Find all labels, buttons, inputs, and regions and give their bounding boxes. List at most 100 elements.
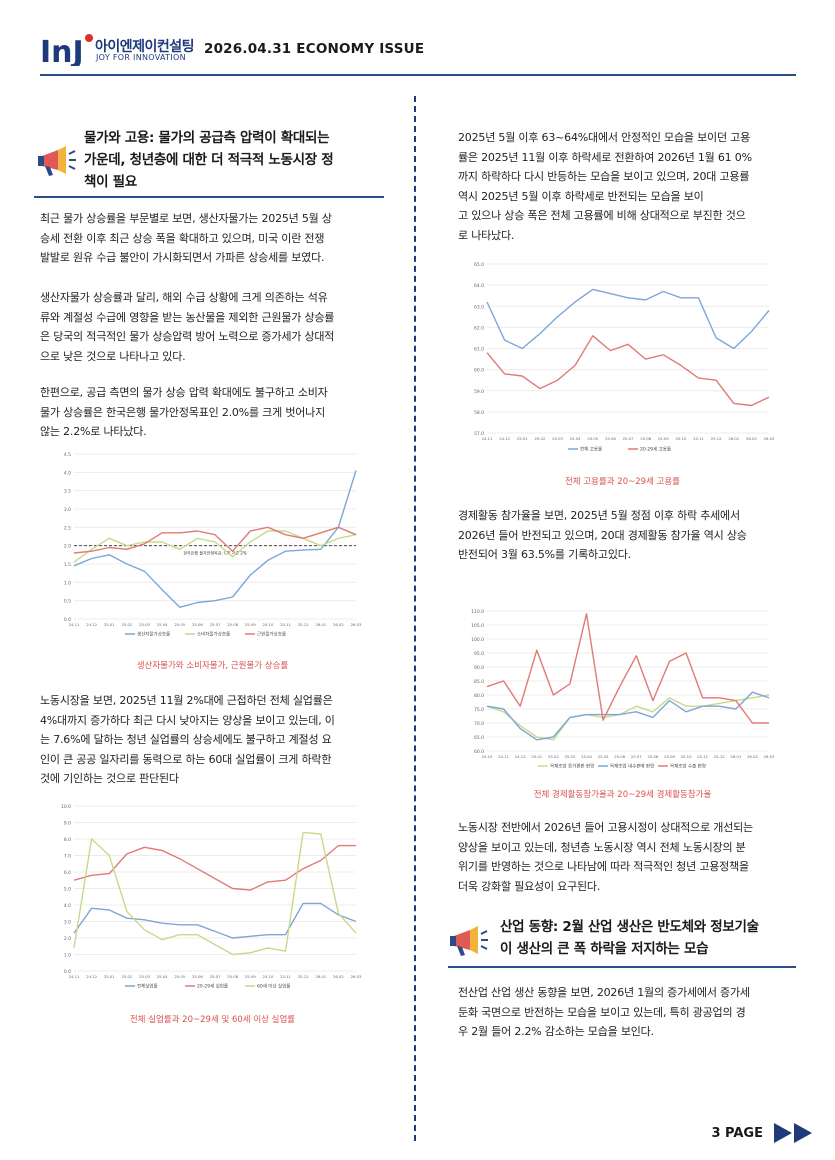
x-tick-label: 24.11: [498, 754, 509, 759]
x-tick-label: 25.12: [298, 622, 309, 627]
x-tick-label: 26.02: [333, 974, 344, 979]
x-tick-label: 25.11: [693, 436, 704, 441]
text-line: 발발로 원유 수급 불안이 가시화되면서 가파른 상승세를 보였다.: [40, 251, 325, 264]
text-line: 최근 물가 상승률을 부문별로 보면, 생산자물가는 2025년 5월 상: [40, 212, 332, 225]
x-tick-label: 25.05: [587, 436, 598, 441]
x-tick-label: 25.01: [104, 974, 115, 979]
section-title-line: 이 생산의 큰 폭 하락을 저지하는 모습: [500, 941, 709, 957]
chart-employment: 57.0 58.0 59.0 60.0 61.0 62.0 63.0 64.0 65.0 24.1…: [465, 258, 775, 463]
logo-korean-name: 아이엔제이컨설팅: [95, 39, 195, 55]
y-tick-label: 1.0: [64, 953, 71, 959]
y-tick-label: 100.0: [471, 637, 484, 643]
legend-label: 60세 이상 실업률: [257, 983, 290, 990]
megaphone-icon: [36, 140, 78, 182]
text-line: 반전되어 3월 63.5%를 기록하고있다.: [458, 548, 631, 561]
y-tick-label: 85.0: [474, 679, 484, 685]
legend-label: 소비자물가상승률: [197, 631, 230, 638]
chart-inflation: 0.0 0.5 1.0 1.5 2.0 2.5 3.0 3.5 4.0 4.5 24.11 24.12…: [52, 448, 362, 643]
text-line: 률은 2025년 11월 이후 하락세로 전환하여 2026년 1월 61 0%: [458, 150, 752, 164]
section-divider: [448, 966, 796, 968]
text-line: 2026년 들어 반전되고 있으며, 20대 경제활동 참가율 역시 상승: [458, 528, 747, 542]
y-tick-label: 62.0: [474, 325, 484, 331]
text-line: 승세 전환 이후 최근 상승 폭을 확대하고 있으며, 미국 이란 전쟁: [40, 231, 325, 245]
series-line: [73, 526, 357, 554]
text-line: 인이 큰 공공 일자리를 동력으로 하는 60대 실업률이 크게 하락한: [40, 752, 332, 766]
paragraph-employment-rate: 2025년 5월 이후 63~64%대에서 안정적인 모습을 보이던 고용 률은…: [458, 128, 803, 245]
logo-mark-text: InJ: [40, 35, 84, 66]
x-tick-label: 26.02: [746, 436, 757, 441]
x-tick-label: 25.02: [121, 622, 132, 627]
y-tick-label: 61.0: [474, 347, 484, 353]
x-tick-label: 25.12: [711, 436, 722, 441]
y-tick-label: 1.5: [64, 562, 71, 568]
x-tick-label: 24.12: [86, 622, 97, 627]
x-tick-label: 25.06: [192, 622, 203, 627]
caption-employment-chart: 전체 고용률과 20~29세 고용률: [564, 477, 681, 487]
series-line: [486, 335, 770, 407]
x-tick-label: 25.11: [280, 974, 291, 979]
series-line: [486, 288, 770, 350]
section-title-prices-employment: 물가와 고용: 물가의 공급측 압력이 확대되는 가운데, 청년층에 대한 더 …: [84, 127, 384, 193]
y-tick-label: 3.0: [64, 507, 71, 513]
x-tick-label: 25.02: [548, 754, 559, 759]
megaphone-icon: [448, 920, 490, 962]
y-tick-label: 6.0: [64, 870, 71, 876]
x-tick-label: 25.03: [565, 754, 576, 759]
paragraph-labor-market: 노동시장을 보면, 2025년 11월 2%대에 근접하던 전체 실업률은 4%…: [40, 691, 385, 789]
x-tick-label: 26.01: [730, 754, 741, 759]
x-tick-label: 25.10: [675, 436, 686, 441]
legend-label: 목재조업 증가편판 판량: [550, 763, 594, 770]
x-tick-label: 24.10: [482, 754, 493, 759]
page-number: 3 PAGE: [711, 1126, 763, 1141]
y-tick-label: 65.0: [474, 262, 484, 268]
x-tick-label: 25.03: [139, 974, 150, 979]
section-title-line: 책이 필요: [84, 174, 137, 190]
x-tick-label: 26.03: [351, 974, 362, 979]
text-line: 생산자물가 상승률과 달리, 해외 수급 상황에 크게 의존하는 석유: [40, 291, 328, 304]
series-line: [486, 694, 770, 741]
chart-participation: 60.0 65.0 70.0 75.0 80.0 85.0 90.0 95.0 100.0 105…: [465, 605, 775, 775]
series-line: [486, 613, 769, 724]
text-line: 것에 기인하는 것으로 판단된다: [40, 772, 179, 785]
legend-label: 전체 고용률: [580, 446, 602, 453]
x-tick-label: 25.04: [157, 622, 168, 627]
issue-title: 2026.04.31 ECONOMY ISSUE: [204, 41, 425, 57]
text-line: 양상을 보이고 있는데, 청년층 노동시장 역시 전체 노동시장의 분: [458, 840, 746, 854]
x-tick-label: 25.08: [227, 622, 238, 627]
chart-unemployment-svg: 0.0 1.0 2.0 3.0 4.0 5.0 6.0 7.0 8.0 9.0 10.0 24.11 2…: [61, 804, 362, 990]
y-tick-label: 10.0: [61, 804, 71, 810]
text-line: 로 나타났다.: [458, 228, 515, 242]
y-tick-label: 80.0: [474, 693, 484, 699]
text-line: 4%대까지 증가하다 최근 다시 낮아지는 양상을 보이고 있는데, 이: [40, 713, 335, 727]
x-tick-label: 25.10: [262, 974, 273, 979]
x-tick-label: 25.02: [534, 436, 545, 441]
x-tick-label: 25.10: [262, 622, 273, 627]
x-tick-label: 26.03: [764, 436, 775, 441]
y-tick-label: 4.0: [64, 470, 71, 476]
y-tick-label: 60.0: [474, 368, 484, 374]
paragraph-consumer-prices: 한편으로, 공급 측면의 물가 상승 압력 확대에도 불구하고 소비자 물가 상…: [40, 383, 385, 442]
chart-inflation-svg: 0.0 0.5 1.0 1.5 2.0 2.5 3.0 3.5 4.0 4.5 24.11 24.12…: [64, 452, 362, 638]
y-tick-label: 5.0: [64, 887, 71, 893]
text-line: 더욱 강화할 필요성이 요구된다.: [458, 879, 601, 893]
x-tick-label: 24.11: [482, 436, 493, 441]
x-tick-label: 25.08: [647, 754, 658, 759]
y-tick-label: 3.0: [64, 920, 71, 926]
series-line: [73, 470, 357, 609]
text-line: 않는 2.2%로 나타났다.: [40, 425, 147, 438]
legend-label: 20-29세 실업률: [197, 983, 228, 990]
y-tick-label: 3.5: [64, 489, 71, 495]
next-arrows-icon: [772, 1121, 816, 1145]
legend-label: 목재조업 수출 판량: [670, 763, 706, 770]
chart-unemployment: 0.0 1.0 2.0 3.0 4.0 5.0 6.0 7.0 8.0 9.0 10.0 24.11 2…: [52, 800, 362, 995]
chart-employment-svg: 57.0 58.0 59.0 60.0 61.0 62.0 63.0 64.0 65.0 24.1…: [474, 262, 775, 453]
section-title-line: 산업 동향: 2월 산업 생산은 반도체와 정보기술: [500, 919, 759, 935]
logo-mark-icon: InJ: [40, 34, 93, 70]
x-tick-label: 26.02: [747, 754, 758, 759]
x-tick-label: 25.06: [614, 754, 625, 759]
text-line: 류와 계절성 수급에 영향을 받는 농산물을 제외한 근원물가 상승률: [40, 310, 335, 324]
y-tick-label: 2.5: [64, 525, 71, 531]
x-tick-label: 25.05: [598, 754, 609, 759]
x-tick-label: 25.04: [570, 436, 581, 441]
y-tick-label: 110.0: [471, 609, 484, 615]
